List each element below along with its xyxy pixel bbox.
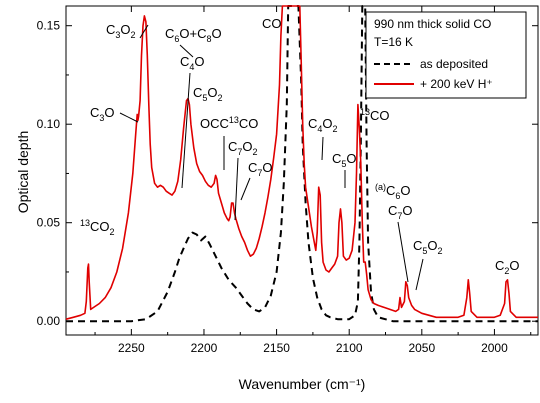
ticks-layer: 2250 2200 2150 2100 2050 2000 0.00 0.05 0.10 0.15	[37, 6, 538, 355]
series-line-as-deposited	[66, 5, 538, 323]
annotation-c5o: C5O	[332, 151, 357, 169]
legend-label-irradiated: + 200 keV H⁺	[420, 77, 493, 91]
plot-frame	[65, 5, 539, 336]
y-tick-label: 0.15	[37, 19, 61, 33]
annotations: 13CO2 C3O C3O2 C6O+C8O C4O C5O2 OCC13CO …	[80, 16, 520, 291]
x-tick-label: 2100	[336, 341, 363, 355]
arrow-c3o	[119, 112, 139, 123]
y-tick-label: 0.05	[37, 216, 61, 230]
annotation-c4o: C4O	[180, 54, 205, 72]
annotation-a-c6o: (a)C6O	[375, 182, 411, 201]
annotation-13co2: 13CO2	[80, 218, 115, 237]
annotation-c7o-b: C7O	[388, 203, 413, 221]
annotation-13co: 13CO	[360, 107, 390, 123]
arrow-c7o-b	[397, 221, 409, 283]
arrow-c7o2	[234, 157, 239, 221]
x-tick-label: 2050	[408, 341, 435, 355]
annotation-c5o2: C5O2	[193, 85, 223, 103]
x-tick-label: 2000	[481, 341, 508, 355]
arrow-c4o2	[321, 136, 324, 161]
arrow-c5o2-b	[415, 258, 424, 291]
arrow-c3o2	[139, 24, 149, 39]
series-line-irradiated	[65, 5, 538, 320]
x-tick-label: 2250	[118, 341, 145, 355]
arrow-c6o-c8o	[179, 44, 194, 58]
annotation-c3o2: C3O2	[106, 22, 136, 40]
x-tick-label: 2200	[191, 341, 218, 355]
legend: 990 nm thick solid CO T=16 K as deposite…	[365, 11, 527, 99]
arrow-c4o	[181, 72, 191, 189]
legend-label-as-deposited: as deposited	[420, 57, 488, 71]
annotation-c5o2-b: C5O2	[413, 238, 443, 256]
annotation-c4o2: C4O2	[308, 116, 338, 134]
arrow-c7o	[240, 177, 251, 201]
annotation-c7o: C7O	[248, 160, 273, 178]
legend-line-temperature: T=16 K	[374, 35, 413, 49]
y-axis-title: Optical depth	[15, 131, 31, 214]
series-layer	[65, 5, 538, 323]
annotation-c3o: C3O	[90, 105, 115, 123]
annotation-c7o2: C7O2	[228, 139, 258, 157]
x-axis-title: Wavenumber (cm⁻¹)	[239, 376, 366, 392]
annotation-occ13co: OCC13CO	[200, 115, 258, 131]
annotation-c6o-c8o: C6O+C8O	[165, 26, 222, 44]
y-tick-label: 0.10	[37, 117, 61, 131]
legend-line-thickness: 990 nm thick solid CO	[374, 17, 491, 31]
annotation-c2o: C2O	[495, 258, 520, 276]
annotation-co: CO	[262, 16, 282, 31]
x-tick-label: 2150	[263, 341, 290, 355]
y-tick-label: 0.00	[37, 314, 61, 328]
